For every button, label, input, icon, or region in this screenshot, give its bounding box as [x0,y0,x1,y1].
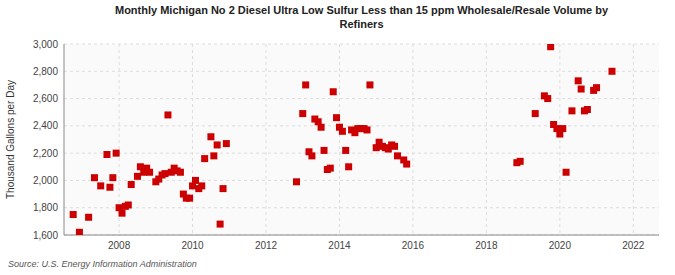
point [608,68,615,75]
y-tick-label: 2,800 [33,66,58,77]
point [391,143,398,150]
x-grid-line [559,44,560,235]
point [547,44,554,50]
point [578,86,585,93]
point [299,110,306,117]
x-grid-line [486,44,487,235]
point [403,161,410,168]
y-tick-label: 2,400 [33,120,58,131]
point [164,111,171,118]
point [333,114,340,121]
chart: Monthly Michigan No 2 Diesel Ultra Low S… [0,0,675,275]
point [201,155,208,162]
point [85,214,92,221]
title-line: Refiners [339,18,383,30]
grid [64,44,659,235]
point [91,174,98,181]
x-tick-label: 2016 [402,240,425,251]
point [532,110,539,117]
point [162,170,169,177]
point [321,147,328,154]
point [106,184,113,191]
y-axis-label: Thousand Gallons per Day [5,80,16,199]
point [544,95,551,102]
point [210,152,217,159]
point [76,229,83,235]
y-grid-line [64,44,659,45]
x-grid-line [339,44,340,235]
y-tick-label: 1,800 [33,202,58,213]
point [146,169,153,176]
point [342,147,349,154]
point [563,169,570,176]
point [345,163,352,170]
x-tick-labels: 2008 2010 2012 2014 2016 2018 2020 2022 [108,240,645,251]
point [103,151,110,158]
x-tick-label: 2018 [475,240,498,251]
x-axis-line [64,235,659,236]
point [568,107,575,114]
point [330,88,337,95]
x-tick-label: 2008 [108,240,131,251]
y-tick-label: 3,000 [33,39,58,50]
y-grid-line [64,153,659,154]
title: Monthly Michigan No 2 Diesel Ultra Low S… [115,4,609,30]
y-axis-line [64,44,65,235]
point [366,81,373,88]
point [70,211,77,218]
point [575,77,582,84]
point [559,125,566,132]
point [119,210,126,217]
y-tick-label: 1,600 [33,230,58,241]
y-grid-line [64,207,659,208]
point [517,158,524,165]
point [128,181,135,188]
point [584,106,591,113]
point [186,195,193,202]
title-line: Monthly Michigan No 2 Diesel Ultra Low S… [115,4,609,16]
x-tick-label: 2010 [181,240,204,251]
x-tick-label: 2014 [328,240,351,251]
point [207,133,214,140]
y-grid-line [64,235,659,236]
point [214,141,221,148]
x-tick-label: 2012 [255,240,278,251]
point [220,185,227,192]
point [364,126,371,133]
x-grid-line [633,44,634,235]
point [593,84,600,91]
point [318,124,325,131]
points [70,44,616,235]
point [223,140,230,147]
point [339,128,346,135]
x-grid-line [192,44,193,235]
y-tick-label: 2,000 [33,175,58,186]
point [177,169,184,176]
x-tick-label: 2020 [549,240,572,251]
point [192,177,199,184]
x-tick-label: 2022 [622,240,645,251]
y-tick-label: 2,600 [33,93,58,104]
point [302,81,309,88]
point [198,182,205,189]
y-tick-labels: 1,600 1,800 2,000 2,200 2,400 2,600 2,800 3,000 [33,39,58,241]
point [134,173,141,180]
y-tick-label: 2,200 [33,148,58,159]
x-grid-line [266,44,267,235]
x-grid-line [412,44,413,235]
point [125,201,132,208]
plot-area [64,44,659,235]
source-note: Source: U.S. Energy Information Administ… [8,259,197,269]
point [327,165,334,172]
point [308,152,315,159]
point [293,178,300,185]
point [109,174,116,181]
point [97,182,104,189]
point [113,150,120,157]
point [394,152,401,159]
y-grid-line [64,71,659,72]
point [217,221,224,228]
y-grid-line [64,98,659,99]
